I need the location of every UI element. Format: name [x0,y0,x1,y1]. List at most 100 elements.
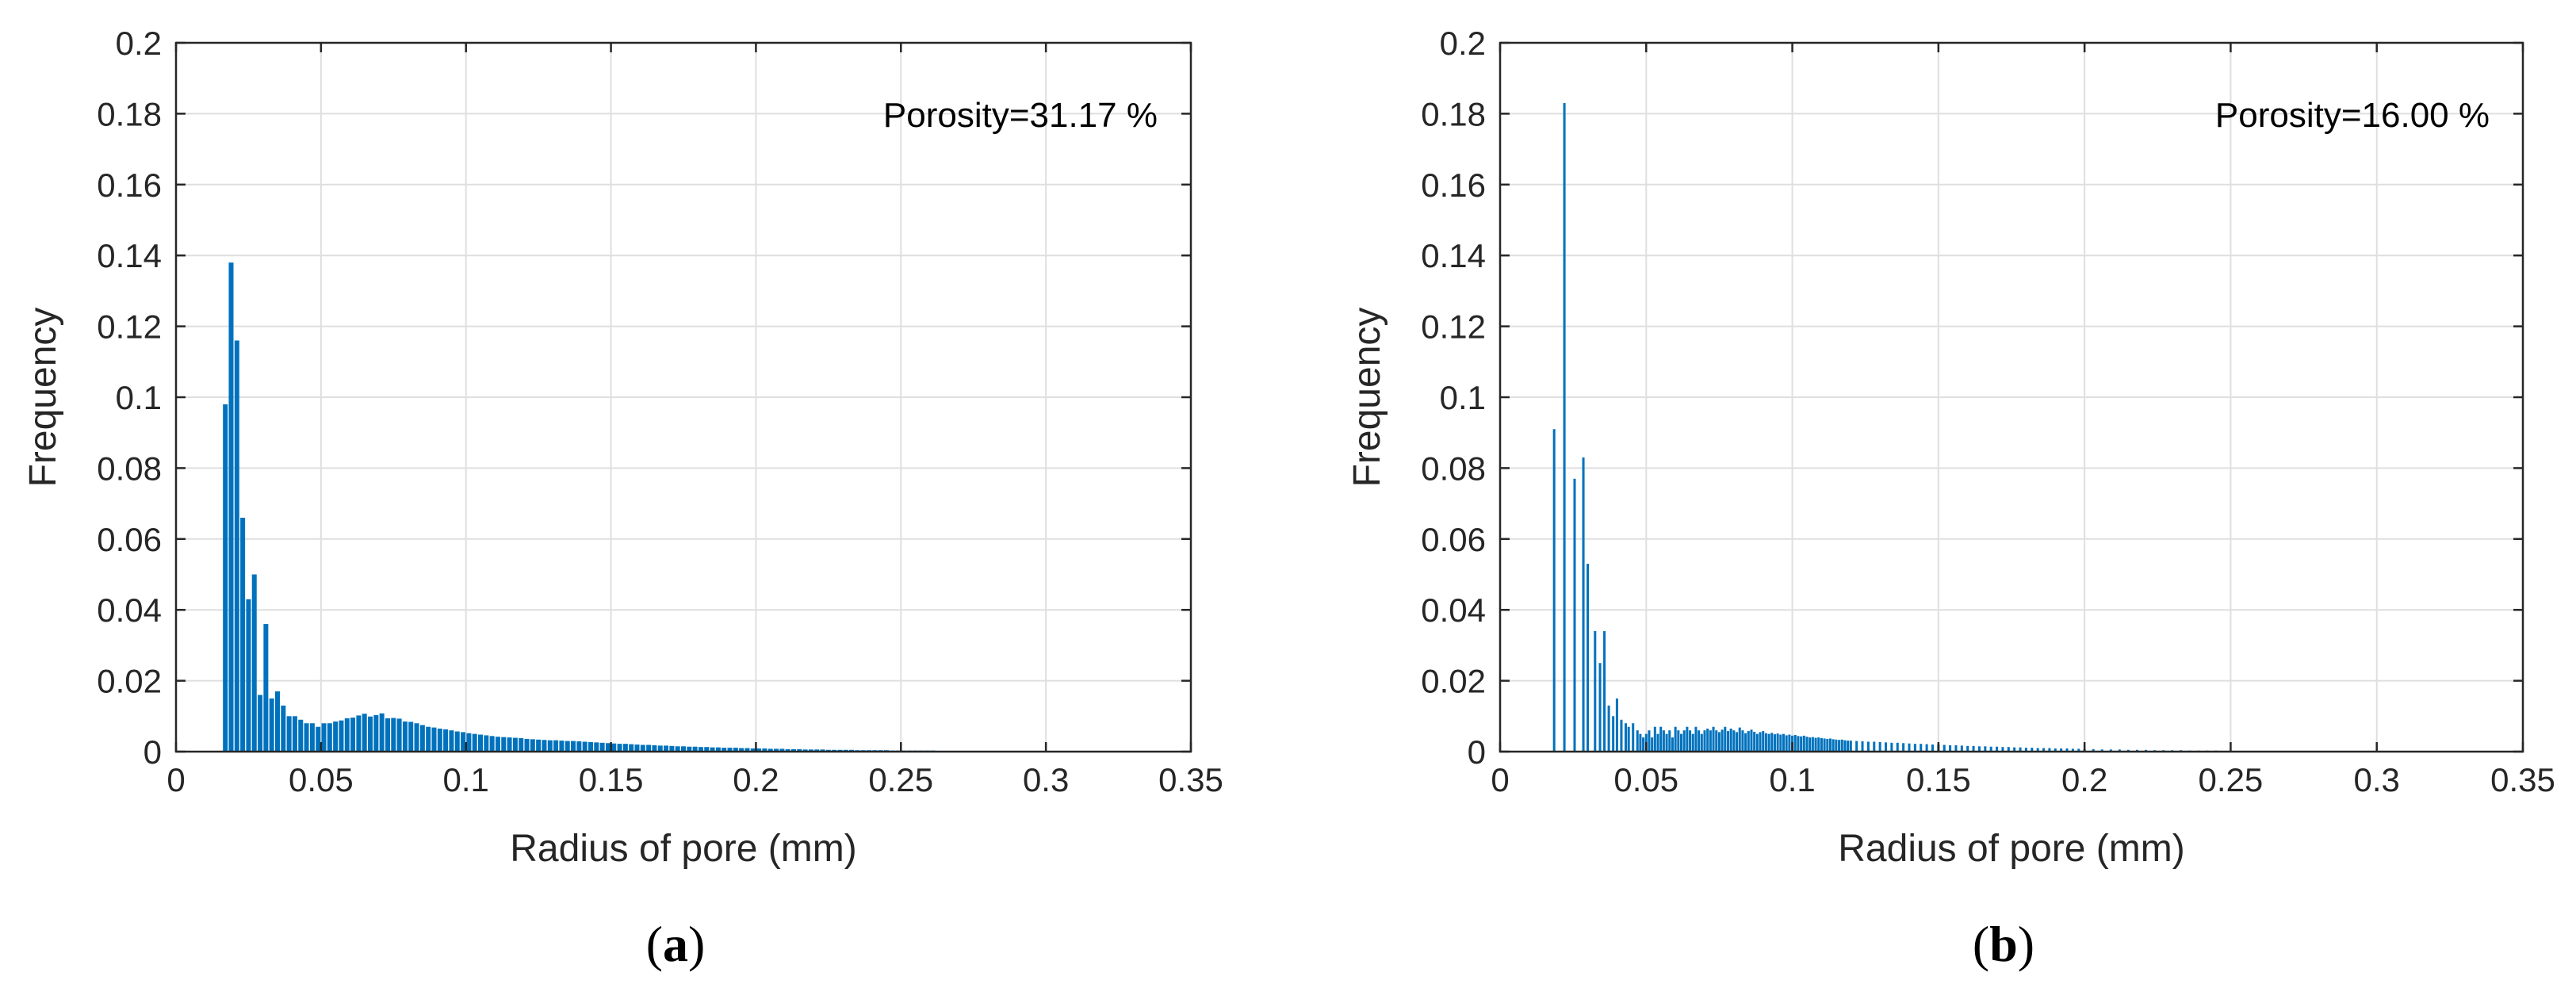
chart-b-bar [1890,742,1893,752]
chart-b-bar [1966,745,1969,752]
chart-b-bar [1759,732,1762,752]
chart-a-bar [246,599,251,752]
chart-b-x-axis-title: Radius of pore (mm) [1838,828,2184,870]
chart-a-x-tick-label: 0 [167,761,185,798]
chart-b-porosity-annotation: Porosity=16.00 % [2215,96,2490,135]
chart-b-bar [1552,429,1556,752]
chart-b-bar [1954,744,1958,752]
chart-b-bar [1755,733,1759,752]
chart-b-bar [1984,746,1987,752]
chart-b-bar [1689,730,1692,752]
chart-a-bar [402,722,408,752]
chart-a-y-tick-label: 0.18 [97,95,162,132]
chart-b-bar [2071,748,2074,752]
chart-b-y-axis-title: Frequency [1346,308,1388,488]
chart-b-bar [1721,729,1724,752]
chart-a-bar [391,718,396,752]
chart-a-bar [443,729,449,752]
chart-b-x-tick-label: 0 [1491,761,1509,798]
chart-a-y-axis-title: Frequency [22,308,64,488]
chart-a-bar [687,746,692,752]
chart-b-bar [1805,737,1809,752]
chart-b-bar [1651,737,1654,752]
chart-b-bar [1782,733,1786,752]
chart-b-bar [1843,740,1847,752]
chart-a-y-tick-label: 0.02 [97,663,162,700]
chart-b-bar [1747,731,1750,752]
chart-a-bar [802,749,808,752]
chart-a-bar [750,748,756,752]
chart-a-bar [605,743,611,752]
chart-b-bar [1840,739,1843,752]
chart-a-bar [530,739,535,752]
chart-a-bar [414,723,419,752]
chart-b-bar [1741,730,1744,752]
chart-a-bar [240,517,246,752]
chart-b-bar [2118,749,2121,752]
chart-b-bar [2007,747,2010,752]
chart-a-y-tick-label: 0.08 [97,450,162,487]
chart-b-bar [1612,716,1615,752]
chart-b-bar [1738,727,1741,752]
chart-a-bar [339,720,344,752]
chart-a-bar [379,713,385,752]
chart-b-bar [1972,745,1975,752]
chart-a-bar [426,726,431,752]
chart-b-bar [1913,744,1916,752]
chart-a-x-tick-label: 0.15 [579,761,644,798]
chart-b-bar [1849,741,1852,752]
chart-a-bar [785,748,790,752]
chart-a-bar [309,723,315,752]
chart-a-y-tick-label: 0.16 [97,166,162,204]
chart-b-panel-label: (b) [1973,916,2034,972]
chart-a-panel: 0 0.05 0.1 0.15 0.2 0.25 0.3 0.35 0 0.02 0.04 0.06 0… [22,25,1223,972]
chart-a-bar [611,743,617,752]
chart-b-bar [1653,726,1656,752]
chart-a-bar [466,733,472,752]
chart-a-bar [449,730,454,752]
chart-a-bar [495,737,500,752]
chart-b-bar [1615,698,1618,752]
chart-a-x-tick-label: 0.25 [868,761,933,798]
chart-b-bar [1788,734,1791,752]
chart-b-bar [1802,735,1805,752]
chart-a-bar [275,691,280,752]
chart-a-x-tick-label: 0.3 [1023,761,1069,798]
chart-b-bar [1706,728,1709,752]
chart-b-bar [1762,731,1765,752]
chart-b-bar [1627,726,1630,752]
chart-b-bar [1598,663,1602,752]
chart-b-x-tick-label: 0.35 [2490,761,2555,798]
chart-b-bar [1902,743,1905,752]
chart-a-bar [710,747,715,752]
chart-a-x-tick-label: 0.2 [733,761,779,798]
chart-b-y-tick-label: 0.12 [1421,308,1486,346]
chart-b-x-tick-label: 0.3 [2354,761,2400,798]
chart-a-porosity-annotation: Porosity=31.17 % [883,96,1158,135]
chart-b-bar [1773,734,1776,752]
chart-a-bar [622,744,628,752]
chart-b-bar [1896,742,1899,752]
chart-a-bar [298,719,304,752]
chart-a-bar [664,745,669,752]
chart-b-bar [2054,748,2057,752]
chart-a-bar [617,744,622,752]
chart-b-y-tick-label: 0.2 [1440,25,1486,62]
chart-b-bar [2100,749,2103,752]
chart-a-x-tick-label: 0.1 [443,761,489,798]
chart-b-bar [1726,731,1729,752]
chart-b-bar [1764,733,1767,752]
chart-a-bar [373,714,379,752]
chart-a-bar [675,746,680,752]
chart-a-bar [820,749,825,752]
chart-b-bar [1582,457,1585,752]
chart-b-y-tick-label: 0 [1468,733,1486,771]
chart-b-bar [1594,631,1597,752]
chart-b-bar [1847,741,1850,752]
chart-b-x-tick-label: 0.15 [1906,761,1971,798]
chart-a-bar [524,738,530,752]
chart-b-bar [1855,741,1858,752]
chart-b-bar [1712,726,1715,752]
chart-b-bar [1753,731,1756,752]
